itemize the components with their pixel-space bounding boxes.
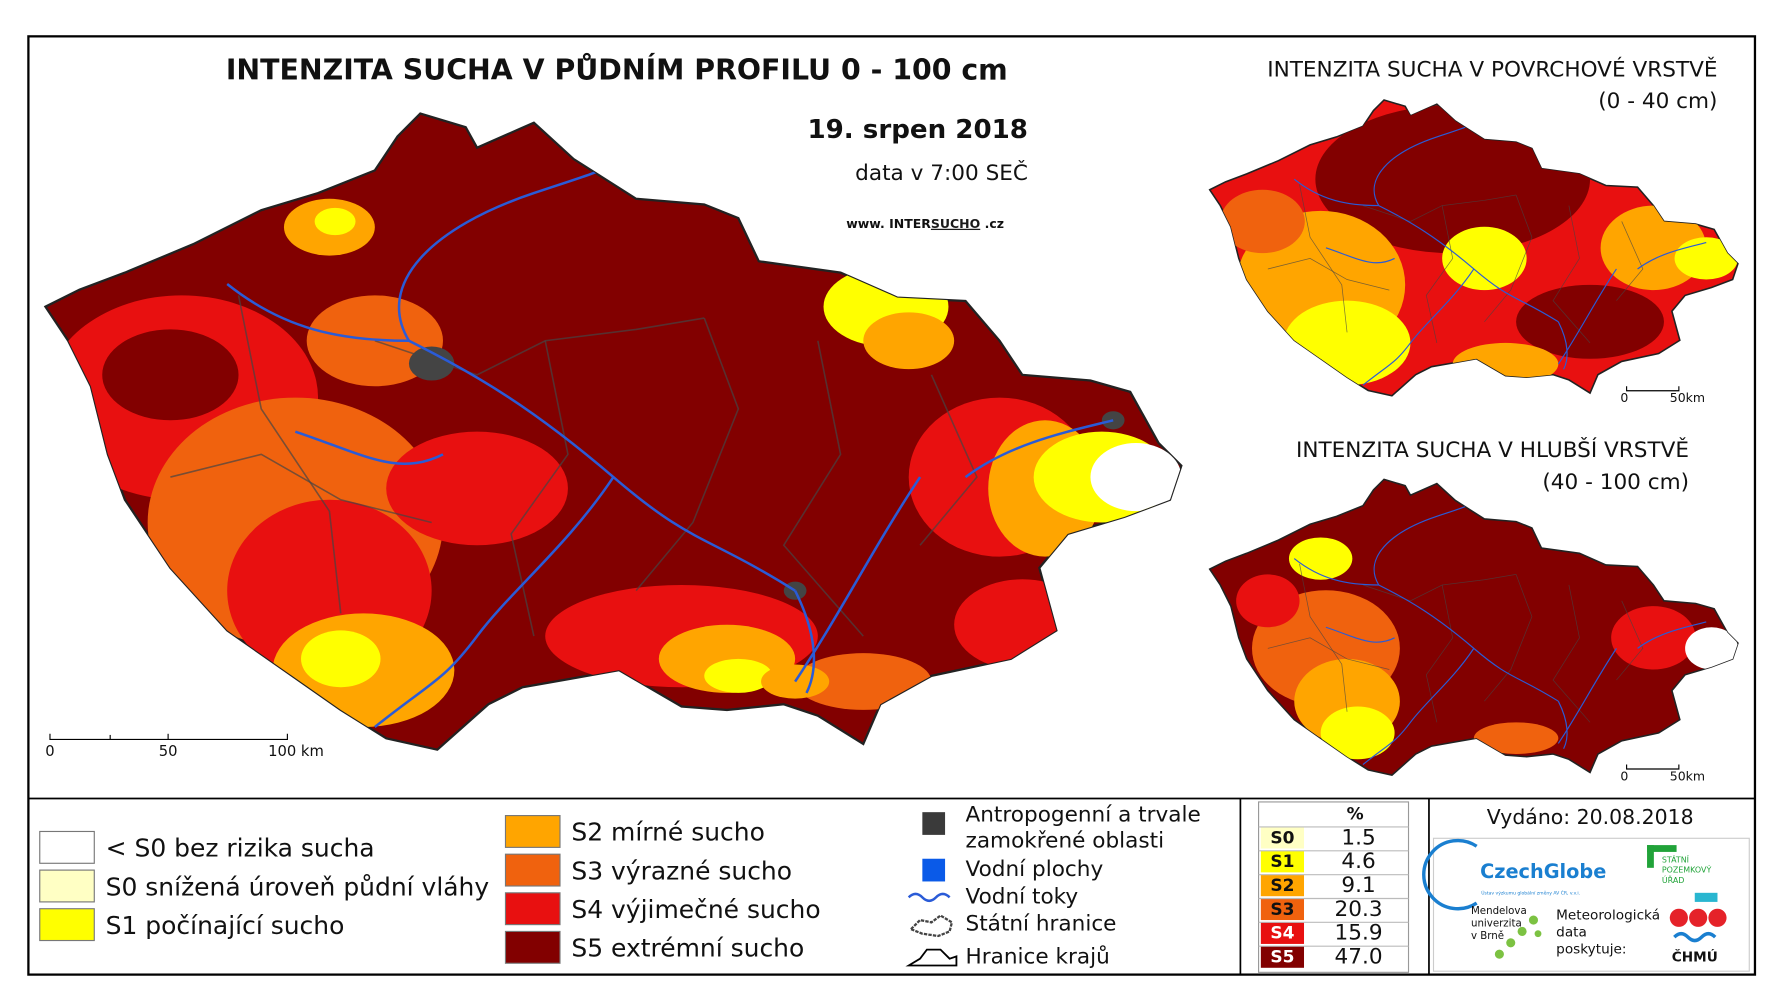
- inset-map-bottom: [1208, 478, 1739, 776]
- scale-label: 0: [45, 743, 54, 760]
- main-map: [44, 112, 1183, 751]
- inset-bottom-title: INTENZITA SUCHA V HLUBŠÍ VRSTVĚ: [1296, 437, 1689, 463]
- main-title: INTENZITA SUCHA V PŮDNÍM PROFILU 0 - 100…: [226, 53, 1008, 87]
- table-code: S3: [1270, 900, 1294, 920]
- legend-swatch: [39, 830, 95, 864]
- symbol-label: Hranice krajů: [966, 945, 1110, 970]
- table-value: 1.5: [1341, 825, 1375, 850]
- table-code: S5: [1270, 948, 1294, 968]
- legend-label: S4 výjimečné sucho: [571, 895, 820, 924]
- logo-text: ÚŘAD: [1662, 874, 1685, 885]
- scale-label: 50: [159, 743, 178, 760]
- scale-label: 50km: [1670, 390, 1705, 405]
- table-code: S0: [1270, 828, 1294, 848]
- inset-top-title: INTENZITA SUCHA V POVRCHOVÉ VRSTVĚ: [1267, 56, 1717, 82]
- symbol-label: Státní hranice: [966, 912, 1117, 937]
- legend-label: S1 počínající sucho: [106, 911, 345, 940]
- inset-map-top: [1208, 99, 1739, 397]
- percent-table: % S0 1.5 S1 4.6 S2 9.1 S3 20.3 S4 15.9 S5 47.0: [1258, 801, 1410, 973]
- legend-label: < S0 bez rizika sucha: [106, 834, 375, 863]
- logo-text: ČHMÚ: [1672, 948, 1718, 966]
- logo-text: POZEMKOVÝ: [1662, 864, 1712, 875]
- table-code: S4: [1270, 924, 1294, 944]
- table-code-cell: [1260, 922, 1305, 944]
- legend-swatch: [504, 892, 561, 926]
- symbol-legend: Antropogenní a trvale zamokřené oblasti …: [905, 803, 1201, 970]
- scale-label: 0: [1620, 390, 1628, 405]
- table-code-cell: [1260, 946, 1305, 968]
- scale-label: 0: [1620, 768, 1628, 783]
- date: 19. srpen 2018: [807, 115, 1028, 145]
- logo-text: Meteorologická: [1556, 908, 1660, 924]
- table-header: %: [1347, 804, 1364, 824]
- logo-text: univerzita: [1471, 918, 1522, 929]
- legend-swatch: [504, 815, 561, 848]
- legend-label: S2 mírné sucho: [571, 818, 765, 847]
- table-value: 15.9: [1335, 921, 1383, 946]
- frame: [27, 35, 1757, 976]
- symbol-label: Vodní toky: [966, 884, 1079, 909]
- legend-swatch: [504, 930, 561, 964]
- table-code-cell: [1260, 898, 1305, 921]
- legend-swatch: [39, 908, 95, 942]
- logo-text: CzechGlobe: [1480, 860, 1606, 883]
- inset-scale-bar: [1626, 386, 1680, 770]
- table-value: 20.3: [1335, 897, 1383, 922]
- symbol-label: zamokřené oblasti: [966, 829, 1165, 854]
- website: www. INTERSUCHO .cz: [846, 215, 1004, 230]
- logo-text: data: [1556, 925, 1587, 941]
- logo-text: poskytuje:: [1556, 942, 1626, 958]
- logo-box: [1432, 837, 1750, 972]
- table-value: 9.1: [1341, 873, 1375, 898]
- data-time: data v 7:00 SEČ: [855, 160, 1028, 186]
- logo-text: STÁTNÍ: [1662, 853, 1690, 864]
- table-value: 47.0: [1335, 945, 1383, 970]
- inset-bottom-subtitle: (40 - 100 cm): [1542, 470, 1689, 495]
- table-code-cell: [1260, 850, 1305, 873]
- legend-swatch: [504, 853, 561, 887]
- symbol-label: Vodní plochy: [966, 857, 1104, 882]
- logo-text: Mendelova: [1471, 906, 1527, 917]
- table-code-cell: [1260, 826, 1305, 849]
- scale-label: 50km: [1670, 768, 1705, 783]
- logo-text: Ústav výzkumu globální změny AV ČR, v.v.…: [1481, 889, 1580, 896]
- table-code-cell: [1260, 874, 1305, 897]
- logos: CzechGlobe Ústav výzkumu globální změny …: [1422, 838, 1727, 966]
- table-code: S2: [1270, 876, 1294, 896]
- legend-label: S3 výrazné sucho: [571, 856, 792, 885]
- symbol-label: Antropogenní a trvale: [966, 803, 1201, 828]
- inset-top-subtitle: (0 - 40 cm): [1598, 89, 1717, 114]
- legend-swatch: [39, 869, 95, 903]
- legend-label: S0 snížená úroveň půdní vláhy: [106, 872, 490, 901]
- legend-label: S5 extrémní sucho: [571, 934, 804, 963]
- main-scale-bar: [49, 733, 288, 741]
- issued: Vydáno: 20.08.2018: [1487, 805, 1694, 829]
- legend: < S0 bez rizika sucha S0 snížená úroveň p…: [39, 815, 821, 964]
- scale-label: 100 km: [268, 743, 324, 760]
- logo-text: v Brně: [1471, 930, 1504, 942]
- table-code: S1: [1270, 852, 1294, 872]
- table-value: 4.6: [1341, 849, 1375, 874]
